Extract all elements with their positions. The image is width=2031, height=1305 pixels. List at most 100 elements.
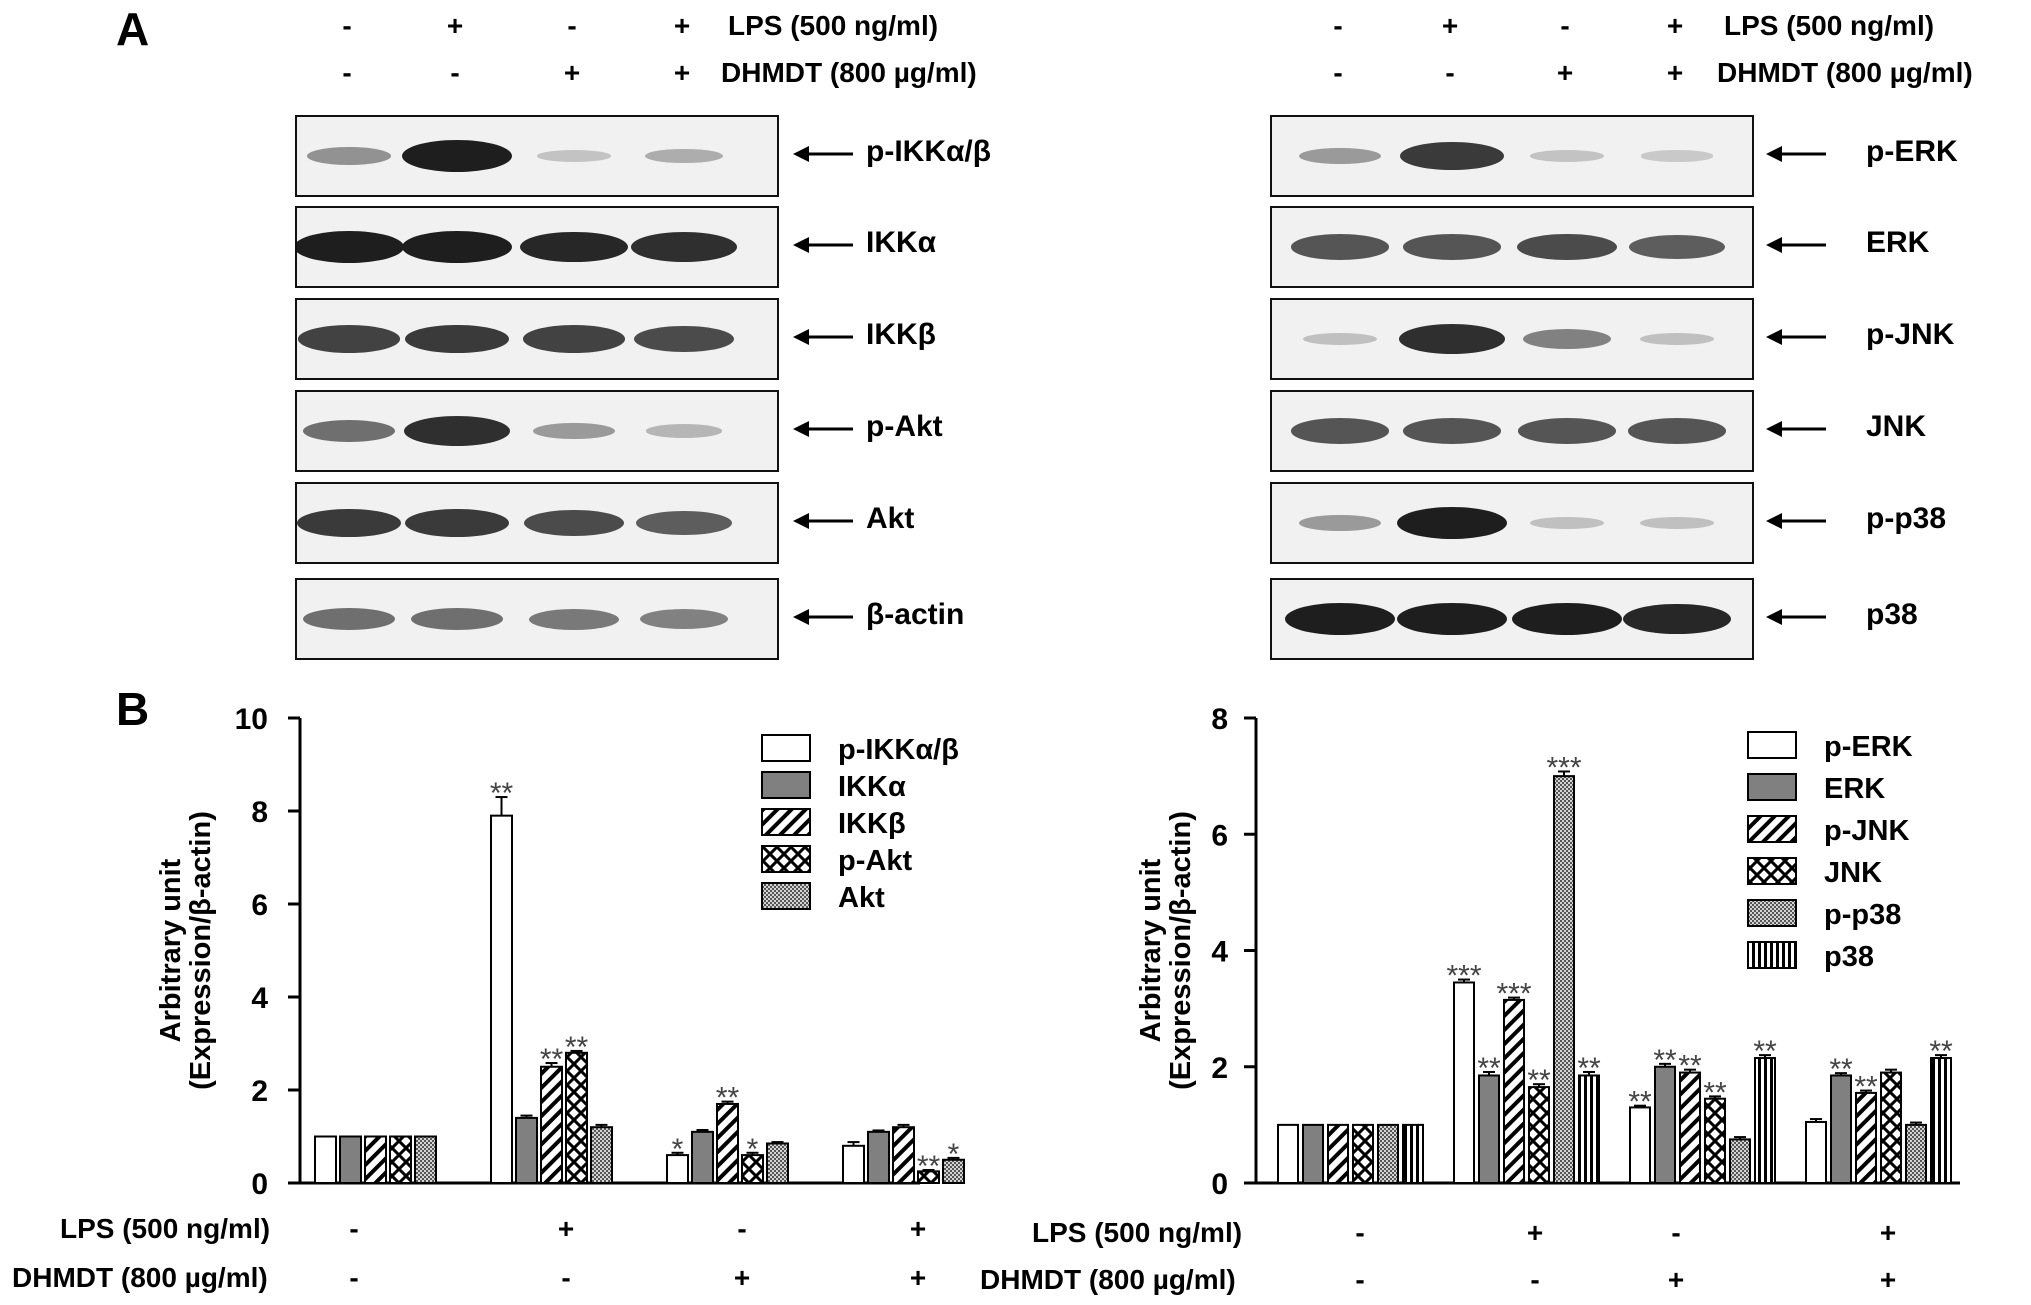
dhmdt-sign: - <box>349 1262 358 1293</box>
significance-mark: ** <box>1577 1052 1601 1085</box>
legend-label: IKKα <box>838 771 906 803</box>
y-axis-label: (Expression/β-actin) <box>1165 811 1197 1090</box>
blot-label: JNK <box>1866 410 1927 443</box>
bar-ERK <box>1478 1074 1500 1184</box>
bar-IKKβ <box>364 1135 387 1184</box>
dhmdt-row-label: DHMDT (800 µg/ml) <box>12 1262 268 1293</box>
y-tick-label: 0 <box>1211 1168 1228 1201</box>
lps-sign-right-3: + <box>1666 10 1684 41</box>
blot-band <box>1397 603 1507 635</box>
blot-label: Akt <box>866 502 915 535</box>
legend-swatch <box>1747 815 1797 843</box>
y-tick-label: 8 <box>251 796 268 829</box>
bar-JNK <box>1704 1097 1726 1184</box>
bar-Akt <box>766 1142 789 1184</box>
blot-band <box>1299 514 1381 532</box>
bar-p-p38 <box>1905 1123 1927 1184</box>
significance-mark: *** <box>1446 960 1481 993</box>
y-axis-label: Arbitrary unit <box>155 858 187 1042</box>
lps-sign-right-0: - <box>1333 10 1343 41</box>
y-tick-label: 2 <box>1211 1052 1228 1085</box>
dhmdt-sign: + <box>1880 1264 1896 1295</box>
blot-p-ERK <box>1270 115 1754 197</box>
blot-IKKα <box>295 206 779 288</box>
significance-mark: ** <box>1477 1052 1501 1085</box>
blot-band <box>1403 234 1501 260</box>
arrow-icon <box>1766 513 1826 529</box>
bar-IKKα <box>515 1116 538 1185</box>
bar-JNK <box>1528 1086 1550 1184</box>
blot-band <box>298 325 400 353</box>
blot-band <box>303 419 395 443</box>
blot-band <box>524 509 624 537</box>
blot-band <box>297 508 401 538</box>
dhmdt-sign: + <box>734 1262 750 1293</box>
dhmdt-sign-right-0: - <box>1333 57 1343 88</box>
blot-band <box>1629 234 1725 260</box>
blot-band <box>1530 516 1604 530</box>
dhmdt-sign-left-0: - <box>342 57 352 88</box>
significance-mark: ** <box>1678 1050 1702 1083</box>
bar-Akt <box>590 1126 613 1184</box>
blot-band <box>1397 507 1507 539</box>
legend-label: ERK <box>1824 773 1885 805</box>
significance-mark: ** <box>1854 1071 1878 1104</box>
blot-band <box>1523 329 1611 349</box>
blot-band <box>1400 141 1504 171</box>
blot-band <box>1628 418 1726 444</box>
legend-label: p-JNK <box>1824 815 1909 847</box>
blot-band <box>1641 150 1713 162</box>
blot-band <box>411 607 503 631</box>
y-axis-label: (Expression/β-actin) <box>185 811 217 1090</box>
y-tick-label: 10 <box>235 703 268 736</box>
blot-label: p-Akt <box>866 410 943 443</box>
lps-sign-right-1: + <box>1441 10 1459 41</box>
blot-band <box>1640 332 1714 346</box>
y-tick-label: 6 <box>1211 819 1228 852</box>
legend-label: p-IKKα/β <box>838 734 959 766</box>
significance-mark: ** <box>565 1031 589 1064</box>
bar-IKKα <box>691 1130 714 1184</box>
legend-swatch <box>1747 731 1797 759</box>
significance-mark: ** <box>716 1082 740 1115</box>
bar-p-ERK <box>1277 1123 1299 1184</box>
legend-swatch <box>1747 773 1797 801</box>
legend-swatch <box>1747 857 1797 885</box>
blot-band <box>646 424 722 438</box>
blot-band <box>402 231 512 263</box>
blot-label: p-JNK <box>1866 318 1955 351</box>
blot-band <box>1512 603 1622 635</box>
blot-β-actin <box>295 578 779 660</box>
significance-mark: ** <box>917 1150 941 1183</box>
bar-p38 <box>1754 1057 1776 1184</box>
arrow-icon <box>793 513 853 529</box>
blot-band <box>640 609 728 629</box>
y-tick-label: 2 <box>251 1075 268 1108</box>
blot-p-IKKα/β <box>295 115 779 197</box>
bar-p-JNK <box>1679 1071 1701 1184</box>
significance-mark: ** <box>1753 1035 1777 1068</box>
lps-sign: - <box>1671 1217 1680 1248</box>
lps-row-label: LPS (500 ng/ml) <box>1032 1217 1242 1248</box>
bar-p-ERK <box>1805 1120 1827 1184</box>
lps-sign: + <box>910 1213 926 1244</box>
dhmdt-sign: - <box>1530 1264 1539 1295</box>
bar-p38 <box>1930 1057 1952 1184</box>
significance-mark: ** <box>490 777 514 810</box>
bar-JNK <box>1352 1123 1374 1184</box>
blot-IKKβ <box>295 298 779 380</box>
y-tick-label: 0 <box>251 1168 268 1201</box>
arrow-icon <box>793 609 853 625</box>
blot-band <box>1623 603 1731 635</box>
bar-p-p38 <box>1729 1138 1751 1184</box>
blot-band <box>1518 418 1616 444</box>
blot-band <box>1299 147 1381 165</box>
chart-1: 0 2 4 6 8 Arbitrary unit(Expression/β-actin) *… <box>980 703 1960 1295</box>
blot-label: ERK <box>1866 226 1930 259</box>
blot-label: β-actin <box>866 598 965 631</box>
blot-label: p-IKKα/β <box>866 135 992 168</box>
legend-swatch <box>761 771 811 799</box>
significance-mark: ** <box>1628 1086 1652 1119</box>
blot-label: p38 <box>1866 598 1918 631</box>
y-axis-label: Arbitrary unit <box>1135 858 1167 1042</box>
